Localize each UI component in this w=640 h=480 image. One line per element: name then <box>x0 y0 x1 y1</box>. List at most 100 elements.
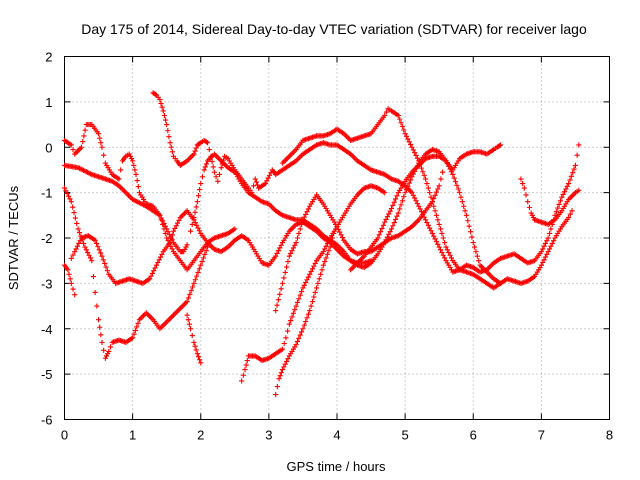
series-2 <box>61 185 211 361</box>
data-point <box>148 273 154 279</box>
data-point <box>288 250 294 257</box>
data-point <box>65 193 72 199</box>
x-tick-label: 5 <box>402 428 409 443</box>
data-point <box>194 199 200 205</box>
data-point <box>166 240 173 247</box>
data-point <box>316 276 322 282</box>
data-point <box>232 226 238 232</box>
data-point <box>380 222 386 228</box>
data-point <box>70 286 76 292</box>
data-point <box>149 270 155 276</box>
data-point <box>548 226 554 232</box>
data-point <box>72 215 78 221</box>
data-point <box>436 244 442 250</box>
data-point <box>189 221 195 227</box>
data-point <box>440 252 446 258</box>
data-point <box>201 167 207 173</box>
data-point <box>169 149 175 155</box>
data-point <box>172 225 178 232</box>
data-point <box>303 318 309 325</box>
data-point <box>399 198 405 204</box>
data-point <box>447 252 453 258</box>
data-point <box>553 209 559 215</box>
data-point <box>135 320 141 326</box>
data-point <box>401 194 407 200</box>
data-point <box>386 211 392 217</box>
data-point <box>130 335 136 341</box>
data-point <box>162 230 168 237</box>
data-point <box>391 219 397 226</box>
x-tick-label: 2 <box>197 428 204 443</box>
data-point <box>277 373 283 379</box>
data-point <box>450 171 456 178</box>
series-8 <box>187 146 575 286</box>
data-point <box>281 275 287 281</box>
data-point <box>525 199 531 205</box>
data-point <box>133 171 139 178</box>
data-point <box>66 271 72 277</box>
data-point <box>243 362 249 368</box>
y-tick-label: 1 <box>45 95 52 110</box>
data-point <box>132 327 138 334</box>
data-point <box>433 212 440 218</box>
data-point <box>327 244 333 250</box>
data-point <box>390 223 396 229</box>
data-point <box>203 248 209 254</box>
data-point <box>398 202 404 208</box>
data-point <box>540 259 546 266</box>
data-point <box>63 188 69 194</box>
data-point <box>433 239 440 245</box>
data-point <box>406 180 412 186</box>
data-point <box>204 140 211 146</box>
y-tick-label: 2 <box>45 50 52 65</box>
data-point <box>323 255 329 261</box>
data-point <box>455 186 461 192</box>
data-point <box>412 195 418 201</box>
x-tick-label: 8 <box>606 428 613 443</box>
data-point <box>298 221 305 227</box>
y-tick-label: 0 <box>45 140 52 155</box>
data-point <box>523 192 529 198</box>
data-point <box>395 112 401 119</box>
data-point <box>279 280 286 286</box>
data-point <box>285 258 291 265</box>
data-point <box>165 128 171 134</box>
data-point <box>187 326 194 332</box>
data-point <box>324 240 331 247</box>
data-point <box>189 284 196 290</box>
data-point <box>93 240 100 247</box>
data-point <box>467 229 474 235</box>
data-point <box>264 178 270 184</box>
data-point <box>70 146 76 153</box>
data-point <box>67 196 73 202</box>
data-point <box>544 238 550 244</box>
data-point <box>538 249 544 255</box>
data-point <box>549 240 555 247</box>
data-point <box>158 100 164 106</box>
data-point <box>199 258 205 265</box>
data-point <box>428 194 434 200</box>
data-point <box>134 324 140 330</box>
data-point <box>387 208 393 214</box>
data-point <box>425 222 431 228</box>
data-point <box>159 251 165 257</box>
data-point <box>576 142 582 148</box>
data-point <box>184 242 190 248</box>
data-point <box>457 190 463 196</box>
data-point <box>159 104 165 110</box>
data-point <box>431 203 437 209</box>
data-point <box>312 289 318 296</box>
data-point <box>106 348 112 355</box>
data-point <box>152 265 158 271</box>
data-point <box>397 206 403 212</box>
data-point <box>446 249 452 256</box>
data-point <box>76 229 83 236</box>
data-point <box>61 185 68 191</box>
data-point <box>431 233 437 239</box>
data-point <box>309 266 316 272</box>
series-5 <box>68 208 374 286</box>
series-9 <box>239 183 388 384</box>
data-point <box>166 134 172 140</box>
data-point <box>541 243 547 249</box>
data-point <box>444 247 450 253</box>
